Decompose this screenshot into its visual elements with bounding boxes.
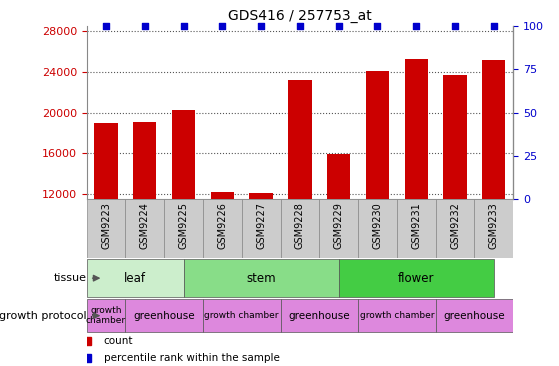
Bar — [94, 123, 117, 199]
Point — [179, 23, 188, 29]
Text: growth protocol: growth protocol — [0, 311, 87, 321]
Bar — [358, 199, 397, 258]
Text: growth
chamber: growth chamber — [86, 306, 126, 325]
Title: GDS416 / 257753_at: GDS416 / 257753_at — [228, 9, 372, 23]
Text: greenhouse: greenhouse — [444, 311, 505, 321]
Point — [102, 23, 111, 29]
Bar — [172, 111, 195, 199]
Text: tissue: tissue — [54, 273, 87, 283]
Point — [489, 23, 498, 29]
Bar — [319, 199, 358, 258]
Text: stem: stem — [247, 272, 276, 285]
Text: GSM9230: GSM9230 — [372, 202, 382, 249]
Text: GSM9223: GSM9223 — [101, 202, 111, 249]
Text: count: count — [104, 336, 133, 346]
Bar — [87, 299, 125, 332]
Bar — [281, 299, 358, 332]
Bar — [183, 259, 339, 298]
Bar — [164, 199, 203, 258]
Bar — [358, 299, 435, 332]
Bar — [435, 199, 475, 258]
Text: GSM9231: GSM9231 — [411, 202, 421, 249]
Bar — [281, 199, 319, 258]
Text: greenhouse: greenhouse — [134, 311, 195, 321]
Text: greenhouse: greenhouse — [288, 311, 350, 321]
Text: GSM9225: GSM9225 — [178, 202, 188, 249]
Bar — [203, 199, 241, 258]
Point — [373, 23, 382, 29]
Text: percentile rank within the sample: percentile rank within the sample — [104, 353, 280, 363]
Point — [218, 23, 227, 29]
Text: leaf: leaf — [124, 272, 146, 285]
Point — [412, 23, 421, 29]
Text: flower: flower — [398, 272, 434, 285]
Bar — [482, 60, 505, 199]
Bar — [327, 154, 350, 199]
Bar — [125, 299, 203, 332]
Text: GSM9226: GSM9226 — [217, 202, 228, 249]
Bar — [366, 71, 389, 199]
Text: GSM9233: GSM9233 — [489, 202, 499, 249]
Bar — [87, 199, 125, 258]
Text: GSM9232: GSM9232 — [450, 202, 460, 249]
Text: GSM9227: GSM9227 — [256, 202, 266, 249]
Bar — [475, 199, 513, 258]
Bar — [241, 199, 281, 258]
Point — [257, 23, 266, 29]
Bar — [339, 259, 494, 298]
Point — [140, 23, 149, 29]
Bar — [133, 122, 157, 199]
Point — [334, 23, 343, 29]
Bar — [211, 192, 234, 199]
Bar — [435, 299, 513, 332]
Bar — [203, 299, 281, 332]
Text: GSM9224: GSM9224 — [140, 202, 150, 249]
Bar — [405, 59, 428, 199]
Bar — [397, 199, 435, 258]
Bar — [249, 193, 273, 199]
Bar — [443, 75, 467, 199]
Point — [295, 23, 304, 29]
Point — [451, 23, 459, 29]
Bar — [125, 199, 164, 258]
Text: growth chamber: growth chamber — [359, 311, 434, 320]
Bar — [87, 259, 183, 298]
Bar — [288, 80, 311, 199]
Text: GSM9229: GSM9229 — [334, 202, 344, 249]
Text: growth chamber: growth chamber — [205, 311, 279, 320]
Text: GSM9228: GSM9228 — [295, 202, 305, 249]
